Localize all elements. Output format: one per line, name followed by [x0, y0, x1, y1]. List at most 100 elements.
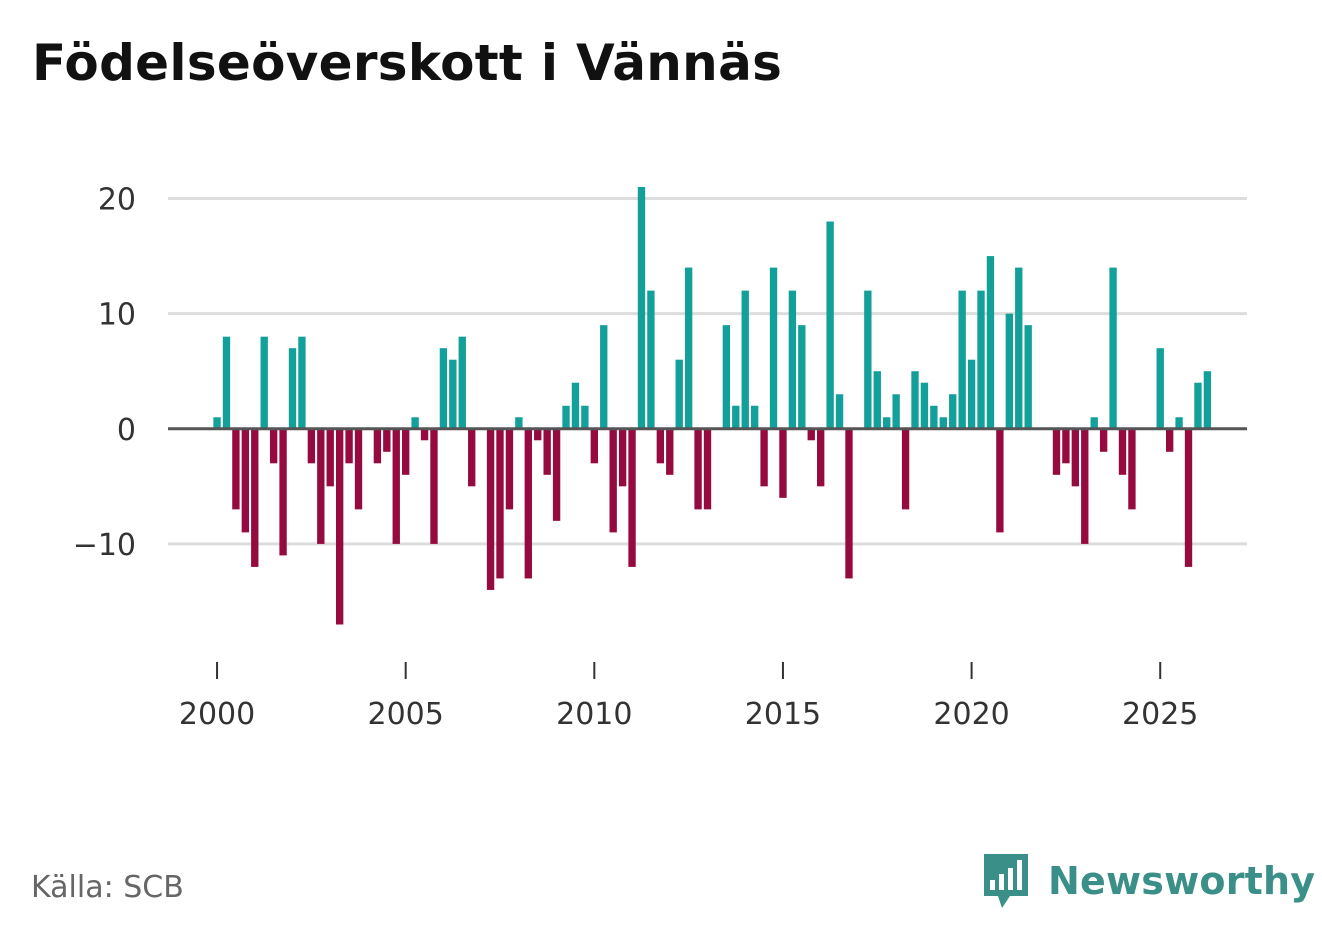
y-tick-label: 20	[98, 183, 136, 218]
bar	[892, 394, 900, 429]
bar	[807, 428, 815, 441]
bar	[232, 428, 240, 510]
bar	[590, 428, 598, 464]
bar	[675, 359, 683, 429]
bar	[1015, 267, 1023, 429]
bar	[1203, 371, 1212, 429]
bar	[392, 428, 400, 544]
bar	[949, 394, 957, 429]
bar	[260, 336, 268, 429]
bar	[656, 428, 665, 464]
bar	[552, 428, 561, 521]
bar	[930, 405, 938, 429]
bar	[1005, 313, 1013, 429]
bar	[402, 428, 410, 475]
bar	[967, 359, 976, 429]
bar	[1081, 428, 1089, 544]
bar	[1109, 267, 1117, 429]
newsworthy-logo-icon	[984, 854, 1028, 908]
bar	[996, 428, 1004, 533]
bar	[562, 405, 570, 429]
x-tick-label: 2020	[933, 697, 1009, 732]
bar	[986, 256, 995, 429]
bar	[1071, 428, 1080, 487]
bar	[694, 428, 702, 510]
y-tick-label: −10	[73, 528, 136, 563]
bar	[1175, 417, 1183, 429]
bar	[826, 221, 834, 429]
y-tick-label: 10	[98, 298, 136, 333]
x-tick-label: 2000	[179, 697, 255, 732]
bar	[722, 325, 731, 429]
bar	[798, 325, 806, 429]
x-tick-label: 2010	[556, 697, 632, 732]
x-tick-label: 2025	[1122, 697, 1198, 732]
bar	[1052, 428, 1061, 475]
bar	[317, 428, 325, 544]
bar	[458, 336, 466, 429]
grid-lines	[168, 197, 1247, 546]
bar	[1128, 428, 1136, 510]
bar	[534, 428, 542, 441]
bar	[298, 336, 306, 429]
bar	[354, 428, 363, 510]
bar	[288, 348, 297, 429]
bar	[1194, 382, 1202, 429]
bar	[213, 417, 221, 429]
bar	[279, 428, 287, 556]
bar	[732, 405, 740, 429]
x-tick-label: 2005	[368, 697, 444, 732]
y-axis: 20 10 0 −10	[73, 183, 136, 563]
bar	[1099, 428, 1108, 452]
x-tick-label: 2015	[745, 697, 821, 732]
bar	[420, 428, 429, 441]
bar	[439, 348, 448, 429]
bar	[741, 290, 749, 429]
bar	[468, 428, 476, 487]
x-axis: 2000 2005 2010 2015 2020 2025	[179, 662, 1198, 732]
bar	[269, 428, 278, 464]
bar	[1090, 417, 1098, 429]
bar	[326, 428, 334, 487]
bar	[637, 187, 646, 429]
bar	[581, 405, 589, 429]
bar	[817, 428, 825, 487]
bar	[307, 428, 316, 464]
bar	[618, 428, 627, 487]
bar	[647, 290, 655, 429]
bar	[411, 417, 419, 429]
bar	[524, 428, 532, 579]
bar	[703, 428, 712, 510]
bar	[383, 428, 391, 452]
bar	[958, 290, 966, 429]
bar	[486, 428, 495, 590]
bar	[835, 394, 844, 429]
bar	[505, 428, 514, 510]
bars	[213, 187, 1212, 625]
bar	[241, 428, 250, 533]
bar	[1118, 428, 1127, 475]
source-note: Källa: SCB	[31, 870, 184, 905]
bar	[883, 417, 891, 429]
bar	[788, 290, 797, 429]
bar	[760, 428, 768, 487]
brand[interactable]: Newsworthy	[980, 850, 1315, 912]
bar	[609, 428, 617, 533]
y-tick-label: 0	[117, 413, 136, 448]
bar	[684, 267, 693, 429]
bar	[449, 359, 457, 429]
bar	[873, 371, 881, 429]
bar	[977, 290, 985, 429]
bar	[515, 417, 523, 429]
bar	[345, 428, 353, 464]
bar	[222, 336, 231, 429]
bar	[373, 428, 382, 464]
bar	[628, 428, 636, 567]
bar	[1156, 348, 1164, 429]
bar	[920, 382, 929, 429]
bar	[1024, 325, 1032, 429]
bar	[864, 290, 872, 429]
bar	[939, 417, 947, 429]
bar	[1062, 428, 1070, 464]
bar	[769, 267, 778, 429]
